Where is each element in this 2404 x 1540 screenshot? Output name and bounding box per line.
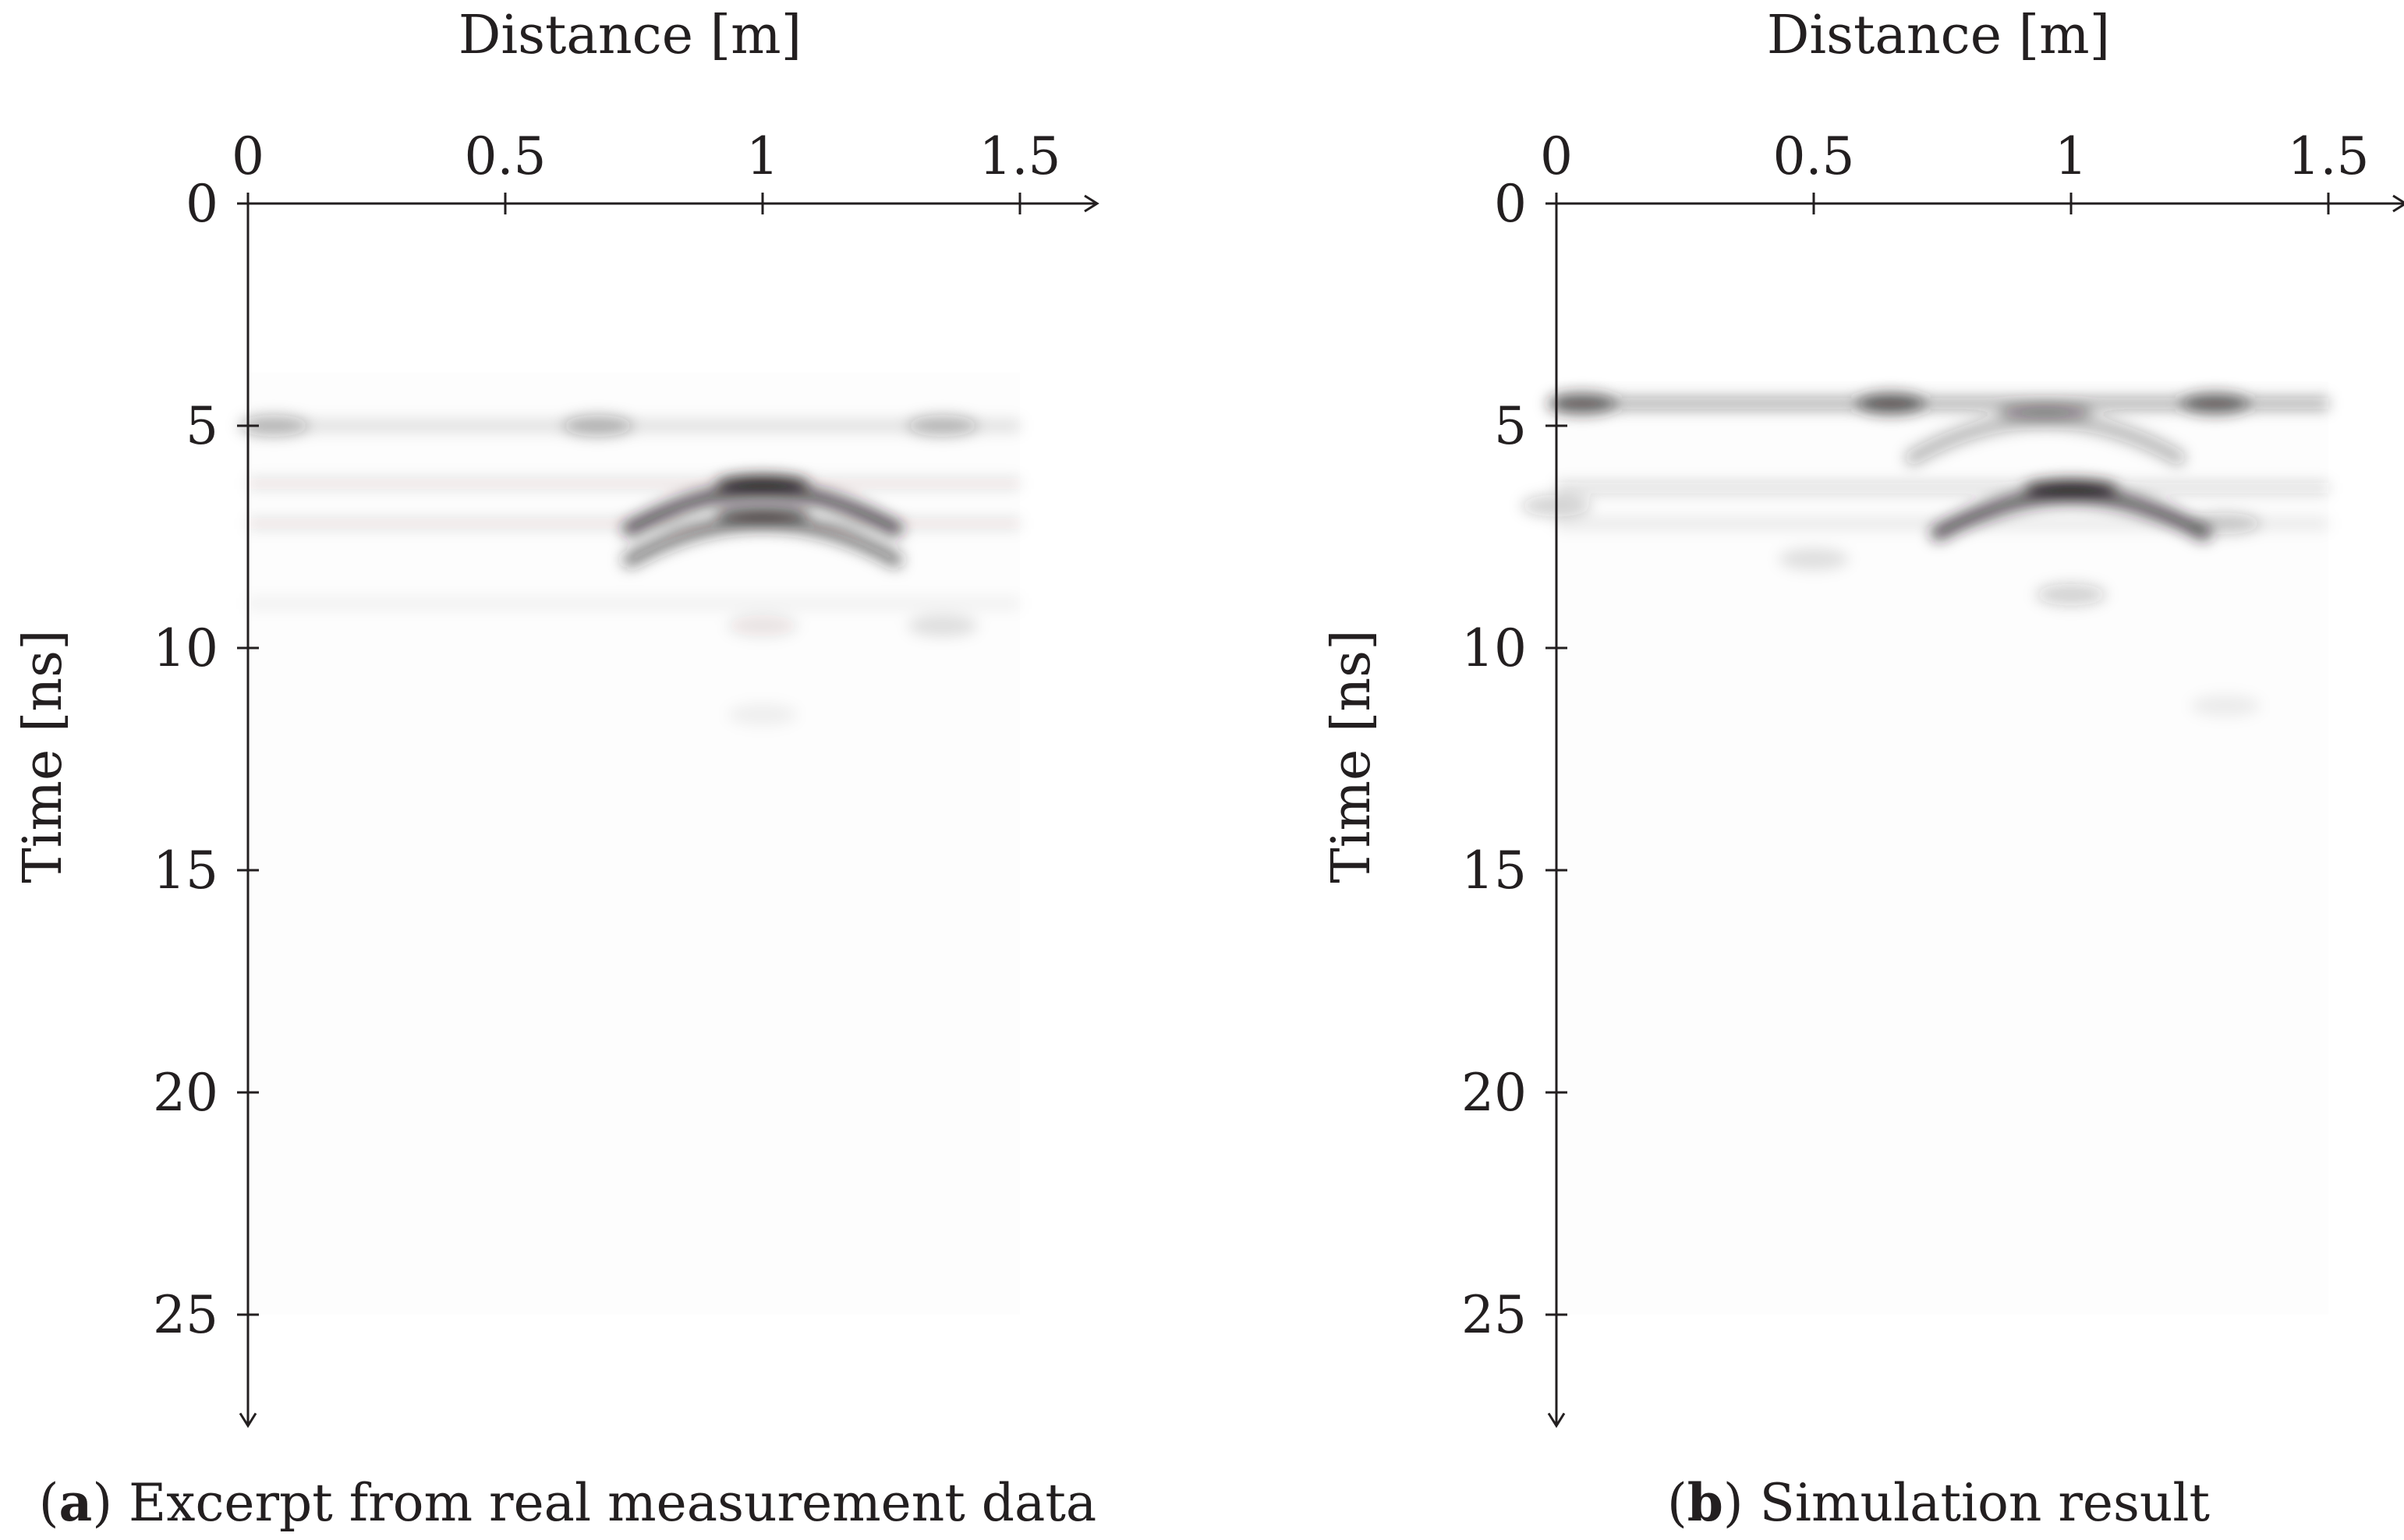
panel-a-heatmap [239, 372, 1020, 1315]
panel-a-band-4 [248, 517, 1020, 530]
panel-b-y-tick-label: 20 [1461, 1063, 1527, 1123]
panel-b-x-tick-label: 1 [2055, 126, 2087, 186]
panel-a-y-tick-label: 0 [186, 174, 218, 234]
panel-a-caption-text: Excerpt from real measurement data [129, 1473, 1096, 1533]
panel-b-heatmap [1521, 381, 2328, 1315]
panel-b-caption: (b) Simulation result [1667, 1472, 2210, 1533]
panel-b-x-axis: 0 0.5 1 1.5 [1540, 126, 2404, 214]
panel-a-x-axis: 0 0.5 1 1.5 [232, 126, 1099, 214]
panel-b-blob-10 [2190, 512, 2261, 535]
panel-a-band-2 [248, 420, 1020, 432]
panel-a-x-tick-label: 1 [746, 126, 779, 186]
panel-a-x-tick-label: 0.5 [465, 126, 547, 186]
panel-b-blob-9 [1779, 548, 1849, 570]
panel-b-y-axis-title: Time [ns] [1321, 629, 1383, 883]
panel-b: 0 0.5 1 1.5 0 5 10 15 20 25 [1461, 126, 2404, 1428]
panel-b-label: b [1687, 1472, 1723, 1533]
panel-a-blob-8 [908, 415, 978, 437]
panel-a-x-axis-title: Distance [m] [458, 5, 802, 66]
panel-a-x-tick-label: 1.5 [979, 126, 1061, 186]
panel-b-blob-5 [2179, 392, 2250, 415]
panel-a-y-axis-arrow [239, 1412, 257, 1428]
panel-a-band-3 [248, 477, 1020, 490]
panel-a-y-axis-title: Time [ns] [12, 629, 74, 883]
panel-b-y-tick-label: 5 [1494, 396, 1527, 456]
panel-b-y-tick-label: 25 [1461, 1285, 1527, 1345]
panel-b-x-axis-title: Distance [m] [1767, 5, 2110, 66]
panel-b-blob-3 [1547, 392, 1617, 415]
panel-a-band-5 [248, 597, 1020, 610]
panel-b-y-axis: 0 5 10 15 20 25 [1461, 174, 1567, 1428]
panel-b-blob-8 [2036, 583, 2106, 606]
panel-b-blob-12 [2190, 695, 2261, 717]
panel-b-x-axis-arrow [2392, 194, 2404, 213]
panel-a-y-tick-label: 5 [186, 396, 218, 456]
panel-b-y-tick-label: 15 [1461, 841, 1527, 901]
panel-a: 0 0.5 1 1.5 0 5 10 15 20 25 [153, 126, 1099, 1428]
panel-b-x-tick-label: 0 [1540, 126, 1573, 186]
panel-b-y-axis-arrow [1547, 1412, 1566, 1428]
panel-a-data-area [248, 372, 1020, 1315]
panel-b-y-tick-label: 10 [1461, 618, 1527, 678]
panel-a-x-axis-arrow [1084, 194, 1099, 213]
panel-b-y-tick-label: 0 [1494, 174, 1527, 234]
panel-a-blob-11 [728, 703, 798, 726]
panel-b-x-tick-label: 0.5 [1773, 126, 1855, 186]
panel-b-hyperbola-apex [1999, 403, 2092, 421]
panel-a-y-tick-label: 20 [153, 1063, 218, 1123]
panel-b-band-1 [1556, 481, 2328, 494]
panel-a-blob-6 [239, 415, 309, 437]
panel-a-blob-7 [562, 415, 633, 437]
panel-a-blob-9 [908, 614, 978, 637]
panel-a-blob-10 [728, 614, 798, 637]
panel-a-caption: (a) Excerpt from real measurement data [39, 1472, 1096, 1533]
panel-a-y-tick-label: 25 [153, 1285, 218, 1345]
panel-b-band-0 [1556, 397, 2328, 410]
panel-b-x-tick-label: 1.5 [2288, 126, 2370, 186]
panel-b-blob-4 [1856, 392, 1926, 415]
panel-a-y-tick-label: 15 [153, 841, 218, 901]
panel-a-x-tick-label: 0 [232, 126, 264, 186]
panel-a-y-tick-label: 10 [153, 618, 218, 678]
panel-a-label: a [59, 1472, 93, 1533]
panel-b-caption-text: Simulation result [1760, 1473, 2210, 1533]
panel-a-y-axis: 0 5 10 15 20 25 [153, 174, 259, 1428]
panel-b-hyperbola-apex [2024, 479, 2118, 497]
